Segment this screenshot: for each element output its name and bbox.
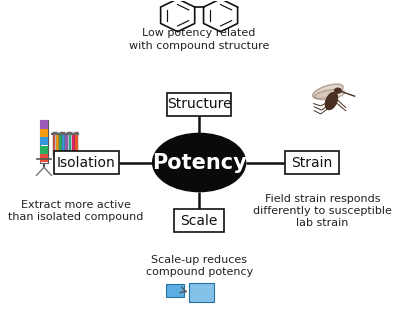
Bar <box>40 121 48 162</box>
Ellipse shape <box>153 133 246 192</box>
Bar <box>40 154 48 162</box>
Bar <box>43 162 45 167</box>
Bar <box>75 133 78 156</box>
Bar <box>40 121 48 128</box>
Text: Isolation: Isolation <box>57 155 116 170</box>
FancyBboxPatch shape <box>54 151 119 174</box>
FancyBboxPatch shape <box>166 284 184 297</box>
Text: Scale-up reduces
compound potency: Scale-up reduces compound potency <box>146 255 253 277</box>
Text: Structure: Structure <box>167 97 232 111</box>
Ellipse shape <box>325 93 338 110</box>
Text: Scale: Scale <box>180 214 218 228</box>
Bar <box>69 133 72 156</box>
Bar <box>62 133 65 156</box>
Bar <box>59 133 62 156</box>
Ellipse shape <box>312 84 343 98</box>
Text: Extract more active
than isolated compound: Extract more active than isolated compou… <box>8 200 144 222</box>
Bar <box>72 133 75 156</box>
Bar <box>40 137 48 145</box>
Text: Field strain responds
differently to susceptible
lab strain: Field strain responds differently to sus… <box>253 194 392 228</box>
Text: Potency: Potency <box>152 152 246 173</box>
FancyBboxPatch shape <box>174 209 224 232</box>
Text: Strain: Strain <box>291 155 332 170</box>
Text: Low potency related
with compound structure: Low potency related with compound struct… <box>129 28 269 51</box>
FancyBboxPatch shape <box>285 151 338 174</box>
Bar <box>40 129 48 137</box>
Bar <box>40 146 48 154</box>
Ellipse shape <box>335 88 341 93</box>
Bar <box>65 133 68 156</box>
Bar <box>56 133 58 156</box>
FancyBboxPatch shape <box>190 283 214 302</box>
FancyBboxPatch shape <box>167 93 231 116</box>
Ellipse shape <box>315 89 345 99</box>
Bar <box>52 133 55 156</box>
